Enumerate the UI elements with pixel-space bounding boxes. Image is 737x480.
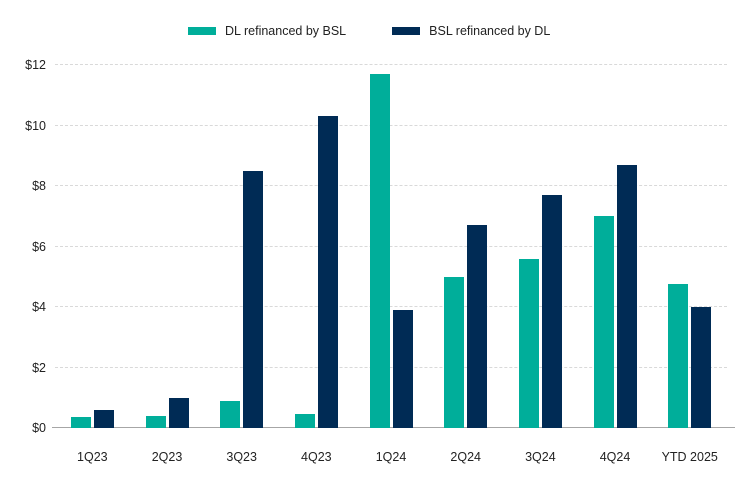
- bar-group: [652, 65, 727, 428]
- gridline: [55, 124, 727, 126]
- bar: [467, 225, 488, 428]
- legend-label-bsl-refinanced-by-dl: BSL refinanced by DL: [429, 24, 551, 38]
- plot-area: [52, 64, 735, 428]
- x-tick-label: 2Q24: [450, 450, 481, 464]
- bar: [668, 284, 689, 428]
- y-tick-label: $12: [25, 58, 46, 72]
- bar: [168, 397, 189, 428]
- bar: [243, 170, 264, 428]
- y-tick-label: $8: [32, 179, 46, 194]
- y-tick-label: $2: [32, 360, 46, 375]
- gridline: [55, 185, 727, 186]
- bar-group: [428, 65, 503, 428]
- bar: [294, 414, 315, 428]
- bar: [616, 164, 637, 428]
- y-tick-label: $6: [32, 239, 46, 254]
- legend-swatch-navy-icon: [392, 27, 421, 35]
- bar: [541, 195, 562, 428]
- x-tick-label: YTD 2025: [661, 450, 718, 464]
- x-tick-label: 2Q23: [151, 450, 183, 464]
- bar-group: [55, 65, 130, 428]
- y-tick-label: $0: [32, 421, 46, 435]
- bar: [317, 116, 338, 428]
- legend-swatch-teal-icon: [188, 27, 216, 35]
- y-tick-label: $4: [32, 300, 46, 315]
- bar: [691, 307, 712, 428]
- gridline: [55, 366, 727, 368]
- x-tick-label: 4Q23: [301, 450, 332, 464]
- bar: [145, 415, 166, 428]
- bar: [369, 74, 390, 428]
- y-tick-label: $10: [25, 118, 46, 133]
- legend-item-dl-refinanced-by-bsl: DL refinanced by BSL: [188, 24, 346, 38]
- bar: [392, 310, 413, 428]
- y-axis: $0 $2 $4 $6 $8 $10 $12: [0, 58, 46, 435]
- bar-group: [578, 65, 653, 428]
- gridline: [55, 245, 727, 247]
- bar-group: [503, 65, 578, 428]
- bar: [593, 216, 614, 428]
- x-tick-label: 1Q23: [77, 450, 108, 464]
- x-tick-label: 3Q23: [226, 450, 257, 464]
- bar-group: [354, 65, 429, 428]
- bar-groups: [55, 65, 727, 428]
- bar-group: [130, 65, 205, 428]
- legend-label-dl-refinanced-by-bsl: DL refinanced by BSL: [225, 24, 347, 38]
- bar: [93, 409, 114, 428]
- bar-group: [204, 65, 279, 428]
- bar-group: [279, 65, 354, 428]
- bar: [220, 400, 241, 428]
- bar: [518, 258, 539, 428]
- legend-item-bsl-refinanced-by-dl: BSL refinanced by DL: [392, 24, 550, 38]
- x-axis: 1Q23 2Q23 3Q23 4Q23 1Q24 2Q24 3Q24 4Q24 YTD 2025: [55, 447, 727, 467]
- gridline: [55, 306, 727, 307]
- gridline: [55, 64, 727, 65]
- chart-legend: DL refinanced by BSL BSL refinanced by D…: [188, 24, 550, 38]
- bar: [70, 417, 91, 428]
- x-tick-label: 3Q24: [525, 450, 556, 464]
- x-tick-label: 1Q24: [375, 450, 407, 464]
- x-tick-label: 4Q24: [599, 450, 631, 464]
- bar: [444, 276, 465, 428]
